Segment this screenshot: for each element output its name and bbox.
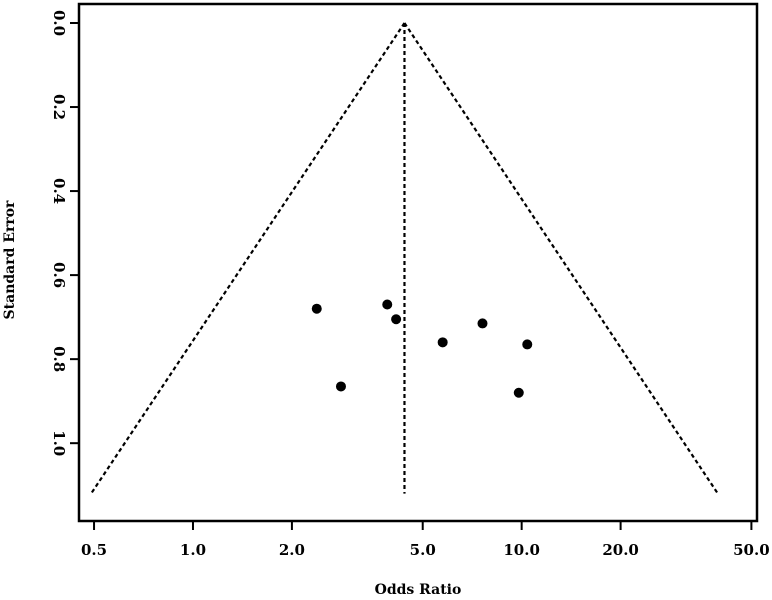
study-point [477,318,488,329]
study-point [311,303,322,314]
funnel-left-boundary [90,22,406,495]
y-tick-label: 1.0 [50,430,68,456]
y-tick-label: 0.4 [50,178,68,204]
study-point [522,339,533,350]
y-tick-label: 0.6 [50,262,68,288]
y-tick-label: 0.0 [50,10,68,36]
x-axis: 0.5 1.0 2.0 5.0 10.0 20.0 50.0 [81,521,770,559]
x-tick-label: 20.0 [602,541,639,559]
x-tick-label: 1.0 [180,541,206,559]
y-axis: 0.0 0.2 0.4 0.6 0.8 1.0 [50,10,79,456]
study-point [391,314,402,325]
plot-frame [77,2,759,523]
study-point [513,387,524,398]
y-tick-label: 0.2 [50,94,68,120]
x-axis-title: Odds Ratio [375,582,462,598]
funnel-right-boundary [403,22,719,495]
x-tick-label: 10.0 [503,541,540,559]
x-tick-label: 0.5 [81,541,107,559]
study-point [437,337,448,348]
x-tick-label: 5.0 [410,541,436,559]
x-tick-label: 50.0 [733,541,770,559]
study-point [382,299,393,310]
x-tick-label: 2.0 [279,541,305,559]
y-tick-label: 0.8 [50,346,68,372]
y-axis-title: Standard Error [2,200,18,319]
study-point [335,381,346,392]
study-points [311,299,533,398]
